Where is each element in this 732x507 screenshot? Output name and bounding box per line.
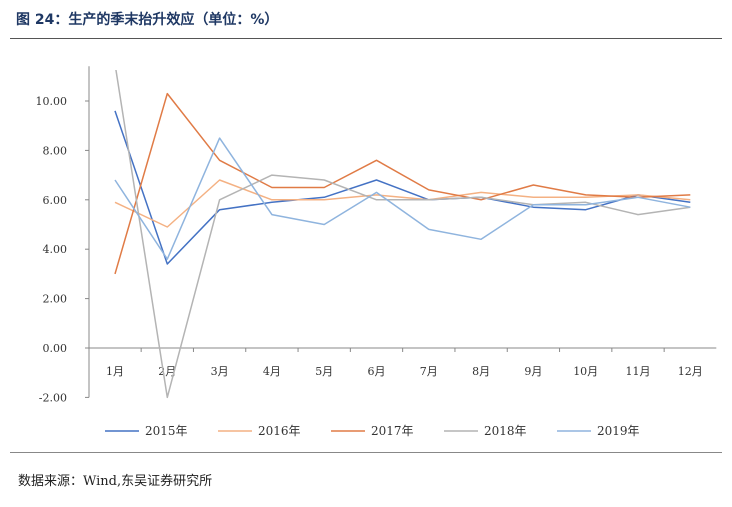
x-tick-label: 9月 xyxy=(524,365,542,378)
series-line-2019年 xyxy=(114,137,691,260)
y-tick-label: -2.00 xyxy=(39,391,67,404)
series-layer xyxy=(114,70,691,399)
series-line-2015年 xyxy=(114,110,691,265)
x-tick-label: 4月 xyxy=(263,365,281,378)
chart-legend: 2015年 2016年 2017年 2018年 2019年 xyxy=(105,424,640,438)
source-note: 数据来源：Wind,东吴证券研究所 xyxy=(18,474,213,489)
legend-label: 2019年 xyxy=(597,424,640,438)
y-tick-label: 2.00 xyxy=(43,293,68,306)
x-tick-label: 1月 xyxy=(106,365,124,378)
x-tick-label: 7月 xyxy=(420,365,438,378)
x-tick-label: 11月 xyxy=(626,365,651,378)
series-line-2016年 xyxy=(114,179,691,228)
x-tick-label: 3月 xyxy=(211,365,229,378)
figure-title: 图 24：生产的季末抬升效应（单位：%） xyxy=(16,12,279,28)
title-divider xyxy=(10,38,722,39)
y-tick-label: 0.00 xyxy=(43,342,68,355)
legend-label: 2016年 xyxy=(258,424,301,438)
y-tick-label: 4.00 xyxy=(43,243,68,256)
legend-label: 2017年 xyxy=(371,424,414,438)
y-tick-label: 10.00 xyxy=(36,95,68,108)
legend-label: 2018年 xyxy=(484,424,527,438)
x-tick-label: 5月 xyxy=(315,365,333,378)
footer-divider xyxy=(10,452,722,453)
series-line-2018年 xyxy=(115,70,691,399)
y-tick-label: 6.00 xyxy=(43,194,68,207)
series-line-2017年 xyxy=(114,92,691,275)
y-tick-label: 8.00 xyxy=(43,144,68,157)
legend-label: 2015年 xyxy=(145,424,188,438)
x-tick-label: 10月 xyxy=(573,365,598,378)
x-tick-label: 12月 xyxy=(678,365,703,378)
x-tick-label: 8月 xyxy=(472,365,490,378)
x-tick-label: 6月 xyxy=(368,365,386,378)
